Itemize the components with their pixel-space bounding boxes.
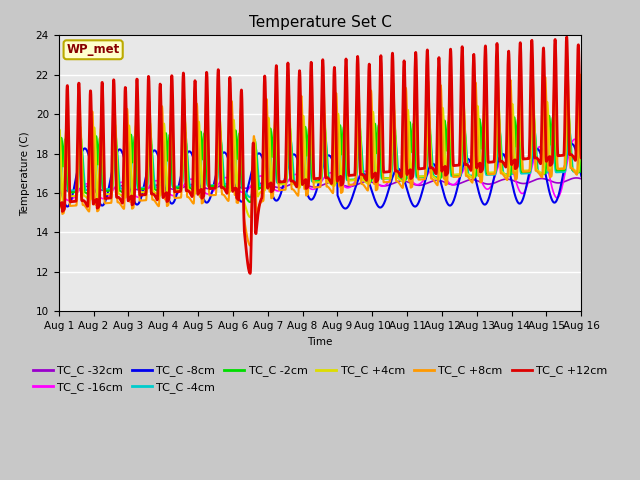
- TC_C -16cm: [577, 157, 585, 163]
- TC_C -32cm: [577, 176, 585, 182]
- TC_C -32cm: [531, 177, 539, 183]
- TC_C +12cm: [55, 204, 63, 210]
- TC_C -8cm: [342, 205, 349, 211]
- Line: TC_C -8cm: TC_C -8cm: [59, 144, 581, 208]
- TC_C -8cm: [577, 173, 585, 179]
- TC_C +8cm: [335, 181, 343, 187]
- TC_C -32cm: [572, 175, 580, 181]
- Title: Temperature Set C: Temperature Set C: [248, 15, 392, 30]
- TC_C -8cm: [568, 141, 576, 147]
- Line: TC_C +4cm: TC_C +4cm: [59, 99, 581, 217]
- TC_C -16cm: [335, 177, 343, 183]
- TC_C -32cm: [55, 185, 63, 191]
- TC_C +8cm: [246, 243, 254, 249]
- TC_C +4cm: [346, 178, 354, 183]
- TC_C -4cm: [577, 168, 585, 174]
- TC_C -16cm: [65, 198, 73, 204]
- TC_C -2cm: [246, 199, 254, 205]
- TC_C -16cm: [201, 190, 209, 195]
- TC_C +12cm: [200, 177, 208, 183]
- TC_C +8cm: [346, 182, 354, 188]
- TC_C +4cm: [472, 138, 479, 144]
- TC_C +4cm: [564, 96, 572, 102]
- TC_C -2cm: [564, 112, 572, 118]
- X-axis label: Time: Time: [307, 336, 333, 347]
- TC_C -16cm: [531, 151, 539, 157]
- TC_C -8cm: [55, 174, 63, 180]
- TC_C -4cm: [246, 194, 254, 200]
- TC_C -8cm: [200, 198, 208, 204]
- Line: TC_C -32cm: TC_C -32cm: [59, 178, 581, 191]
- TC_C -32cm: [67, 188, 74, 194]
- Line: TC_C -16cm: TC_C -16cm: [59, 139, 581, 201]
- TC_C +8cm: [546, 167, 554, 173]
- TC_C -4cm: [472, 172, 479, 178]
- TC_C -2cm: [546, 118, 554, 124]
- TC_C +8cm: [55, 143, 63, 149]
- TC_C +4cm: [577, 104, 585, 110]
- TC_C +8cm: [563, 67, 571, 73]
- TC_C -32cm: [472, 178, 479, 183]
- TC_C +12cm: [346, 172, 354, 178]
- TC_C -4cm: [565, 126, 573, 132]
- TC_C -16cm: [472, 165, 479, 170]
- TC_C -16cm: [346, 184, 354, 190]
- TC_C -4cm: [335, 175, 343, 180]
- TC_C -2cm: [335, 132, 343, 137]
- TC_C +12cm: [546, 154, 554, 159]
- TC_C -16cm: [546, 176, 554, 181]
- TC_C +8cm: [200, 163, 208, 168]
- TC_C -4cm: [546, 143, 554, 149]
- Line: TC_C +8cm: TC_C +8cm: [59, 70, 581, 246]
- TC_C -8cm: [546, 191, 554, 196]
- TC_C +4cm: [335, 120, 343, 126]
- TC_C +4cm: [200, 141, 208, 147]
- Line: TC_C -2cm: TC_C -2cm: [59, 115, 581, 202]
- TC_C -2cm: [577, 155, 585, 160]
- TC_C +8cm: [577, 104, 585, 109]
- TC_C -4cm: [55, 188, 63, 194]
- TC_C +4cm: [55, 134, 63, 140]
- TC_C -8cm: [346, 199, 354, 205]
- TC_C -32cm: [335, 180, 343, 186]
- TC_C +12cm: [577, 155, 585, 161]
- TC_C -2cm: [200, 131, 208, 136]
- TC_C +12cm: [531, 155, 539, 161]
- TC_C -8cm: [335, 196, 342, 202]
- TC_C -4cm: [200, 146, 208, 152]
- TC_C +8cm: [472, 81, 479, 86]
- TC_C -16cm: [571, 136, 579, 142]
- TC_C -8cm: [531, 148, 539, 154]
- TC_C -2cm: [55, 178, 63, 184]
- TC_C +4cm: [246, 214, 254, 220]
- Legend: TC_C -32cm, TC_C -16cm, TC_C -8cm, TC_C -4cm, TC_C -2cm, TC_C +4cm, TC_C +8cm, T: TC_C -32cm, TC_C -16cm, TC_C -8cm, TC_C …: [28, 361, 612, 397]
- TC_C +12cm: [246, 271, 254, 276]
- TC_C +8cm: [531, 165, 539, 170]
- TC_C -32cm: [201, 185, 209, 191]
- TC_C -2cm: [346, 177, 354, 183]
- Y-axis label: Temperature (C): Temperature (C): [20, 131, 30, 216]
- Line: TC_C +12cm: TC_C +12cm: [59, 37, 581, 274]
- Line: TC_C -4cm: TC_C -4cm: [59, 129, 581, 197]
- TC_C -32cm: [346, 183, 354, 189]
- TC_C -16cm: [55, 188, 63, 193]
- TC_C -8cm: [472, 177, 479, 183]
- Text: WP_met: WP_met: [67, 43, 120, 56]
- TC_C -2cm: [472, 173, 479, 179]
- TC_C +4cm: [546, 157, 554, 163]
- TC_C -32cm: [546, 178, 554, 183]
- TC_C -4cm: [531, 132, 539, 138]
- TC_C +12cm: [472, 141, 479, 147]
- TC_C +4cm: [531, 143, 539, 149]
- TC_C -4cm: [346, 177, 354, 183]
- TC_C +12cm: [563, 34, 571, 40]
- TC_C -2cm: [531, 137, 539, 143]
- TC_C +12cm: [335, 175, 343, 181]
